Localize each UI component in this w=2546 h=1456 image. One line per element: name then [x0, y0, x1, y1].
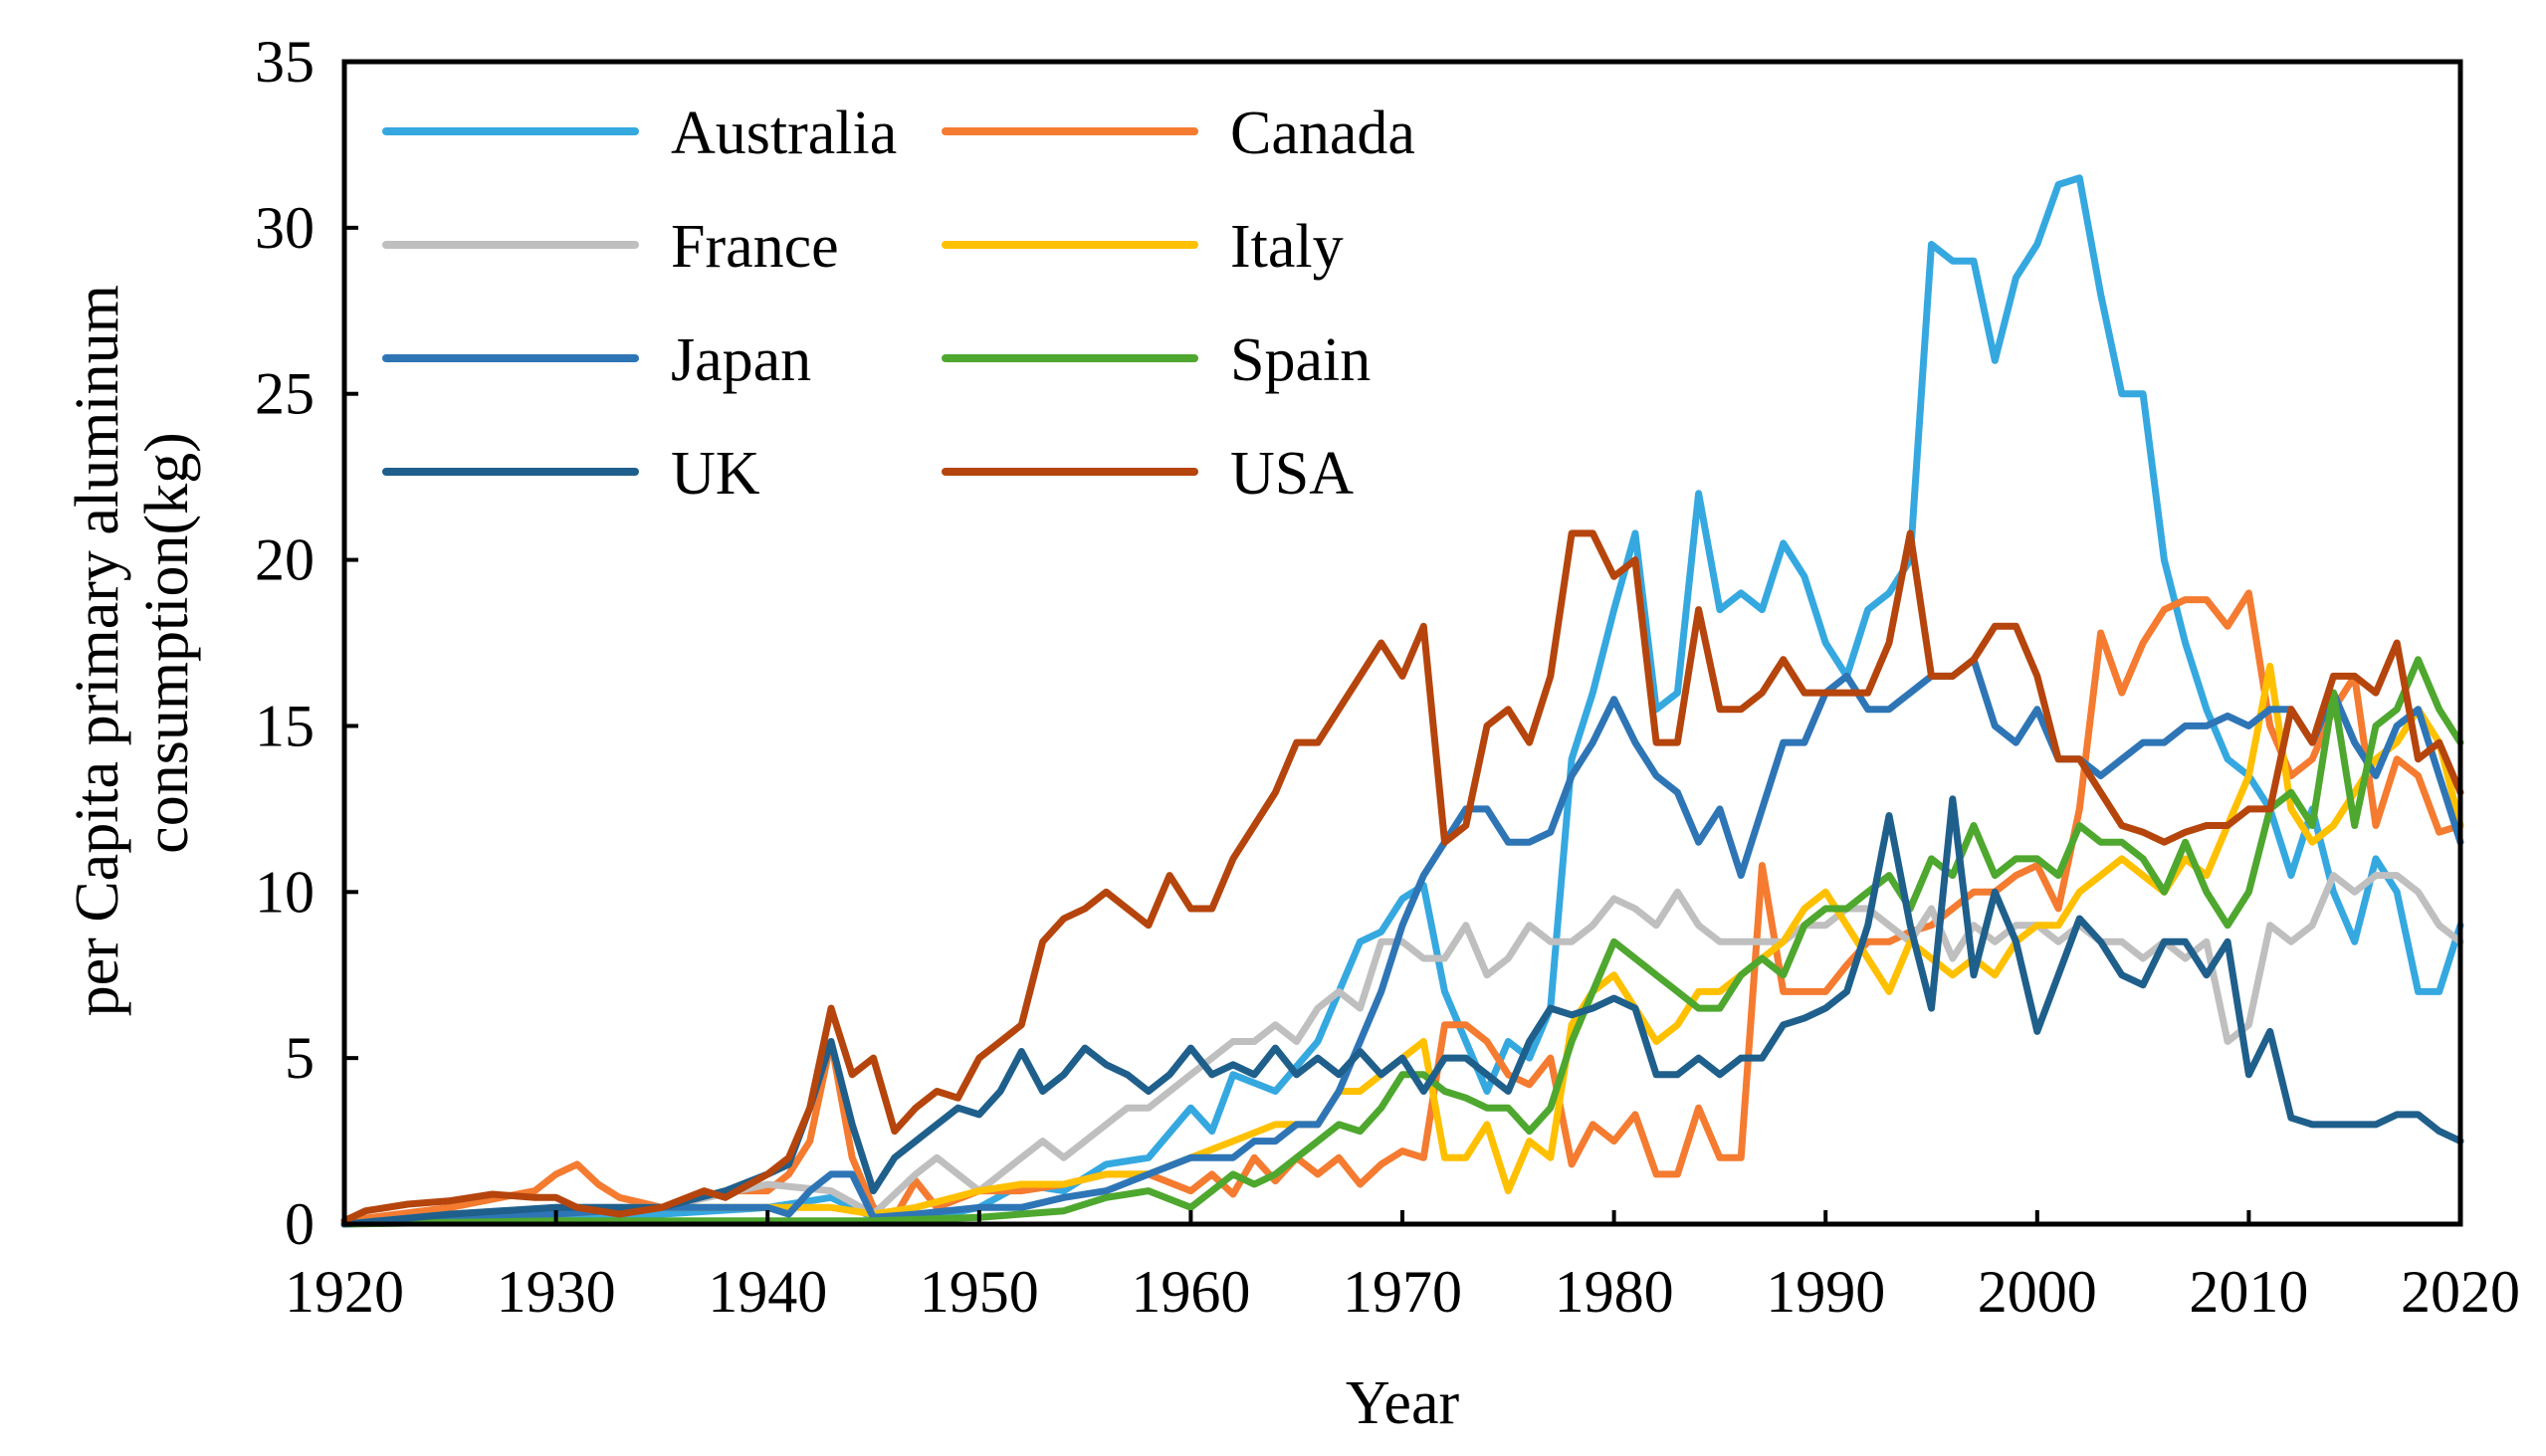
x-tick-label: 1930: [497, 1259, 616, 1325]
x-tick-label: 1940: [708, 1259, 827, 1325]
legend-label: Canada: [1230, 100, 1415, 167]
legend-label: France: [671, 213, 839, 281]
legend: Australia Canada France Italy Japan Spain UK US…: [382, 100, 1415, 508]
legend-item-italy: Italy: [942, 213, 1344, 281]
legend-label: Australia: [671, 100, 897, 167]
x-tick-label: 2010: [2189, 1259, 2308, 1325]
series-line-usa: [340, 529, 2464, 1225]
series-line-france: [340, 872, 2464, 1228]
x-tick-label: 1950: [920, 1259, 1039, 1325]
legend-label: Italy: [1230, 213, 1344, 281]
y-axis-title-line-2: consumption(kg): [133, 432, 201, 854]
x-tick-label: 2000: [1978, 1259, 2097, 1325]
series-layer: [340, 174, 2464, 1228]
legend-item-usa: USA: [942, 440, 1354, 508]
legend-item-canada: Canada: [942, 100, 1415, 167]
x-tick-label: 2020: [2401, 1259, 2520, 1325]
x-tick-label: 1990: [1766, 1259, 1885, 1325]
legend-label: USA: [1230, 440, 1354, 508]
y-tick-label: 5: [285, 1025, 315, 1091]
legend-label: UK: [671, 440, 760, 508]
y-tick-label: 20: [255, 527, 315, 593]
series-line-japan: [340, 656, 2464, 1228]
series-line-uk: [340, 795, 2464, 1228]
y-tick-label: 15: [255, 693, 315, 758]
series-line-italy: [340, 662, 2464, 1228]
legend-item-spain: Spain: [942, 326, 1371, 394]
legend-item-australia: Australia: [382, 100, 897, 167]
y-axis-title-line-1: per Capita primary aluminum: [64, 285, 131, 1016]
series-line-spain: [340, 656, 2464, 1228]
legend-label: Spain: [1230, 326, 1371, 394]
y-tick-label: 35: [255, 29, 315, 95]
y-tick-label: 0: [285, 1191, 315, 1257]
x-tick-label: 1960: [1131, 1259, 1250, 1325]
y-tick-label: 10: [255, 859, 315, 925]
series-line-canada: [340, 589, 2464, 1225]
y-axis-title: per Capita primary aluminum consumption(…: [64, 270, 201, 1017]
legend-item-japan: Japan: [382, 326, 811, 394]
x-tick-label: 1970: [1343, 1259, 1462, 1325]
legend-item-uk: UK: [382, 440, 760, 508]
x-axis-title: Year: [1346, 1369, 1460, 1437]
legend-item-france: France: [382, 213, 839, 281]
legend-label: Japan: [671, 326, 811, 394]
y-tick-label: 30: [255, 195, 315, 261]
x-tick-label: 1920: [285, 1259, 404, 1325]
y-tick-label: 25: [255, 361, 315, 427]
x-tick-label: 1980: [1555, 1259, 1674, 1325]
axis-layer: 0 5 10 15 20 25 30 35 1920 1930 1940 1950 1960 1970 19…: [255, 29, 2520, 1325]
